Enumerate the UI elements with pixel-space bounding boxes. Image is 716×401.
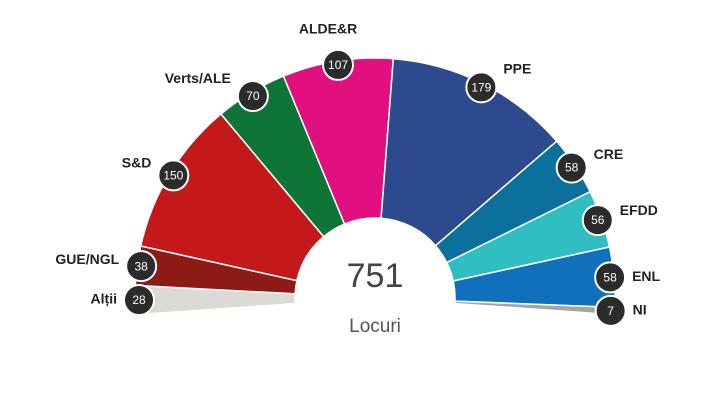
- party-name: PPE: [503, 61, 531, 77]
- seat-count: 56: [591, 213, 605, 227]
- seat-count: 58: [565, 161, 579, 175]
- seat-count: 70: [246, 89, 260, 103]
- seat-wedge: [139, 112, 325, 282]
- party-name: EFDD: [620, 202, 658, 218]
- seat-badge: [123, 284, 156, 317]
- seat-count: 38: [134, 259, 148, 273]
- seat-count: 7: [607, 304, 614, 318]
- labels: 28 Alții 38 GUE/NGL 150 S&D 70 Verts/ALE 107 ALDE…: [55, 21, 661, 327]
- party-name: Verts/ALE: [165, 70, 231, 86]
- center-hole: [296, 219, 454, 377]
- seat-count: 150: [163, 169, 183, 183]
- seat-badge: [157, 159, 190, 192]
- seat-badge: [555, 151, 588, 184]
- party-name: Alții: [91, 291, 117, 307]
- seat-wedge: [380, 57, 558, 247]
- seat-count: 58: [603, 271, 617, 285]
- total-seats: 751: [347, 257, 404, 295]
- party-name: NI: [633, 302, 647, 318]
- seat-badge: [465, 71, 498, 104]
- wedges: [134, 57, 616, 377]
- party-name: GUE/NGL: [55, 251, 119, 267]
- seat-badge: [236, 80, 269, 113]
- party-name: ENL: [632, 268, 660, 284]
- seat-badge: [594, 294, 627, 327]
- seat-badge: [125, 250, 158, 283]
- seat-count: 107: [328, 58, 348, 72]
- party-name: S&D: [122, 154, 152, 170]
- party-name: ALDE&R: [299, 21, 357, 37]
- party-name: CRE: [594, 146, 624, 162]
- seat-count: 179: [471, 80, 491, 94]
- center-label: Locuri: [349, 316, 401, 337]
- seat-badge: [581, 204, 614, 237]
- seat-badge: [594, 261, 627, 294]
- seat-badge: [322, 48, 355, 81]
- seat-count: 28: [132, 293, 146, 307]
